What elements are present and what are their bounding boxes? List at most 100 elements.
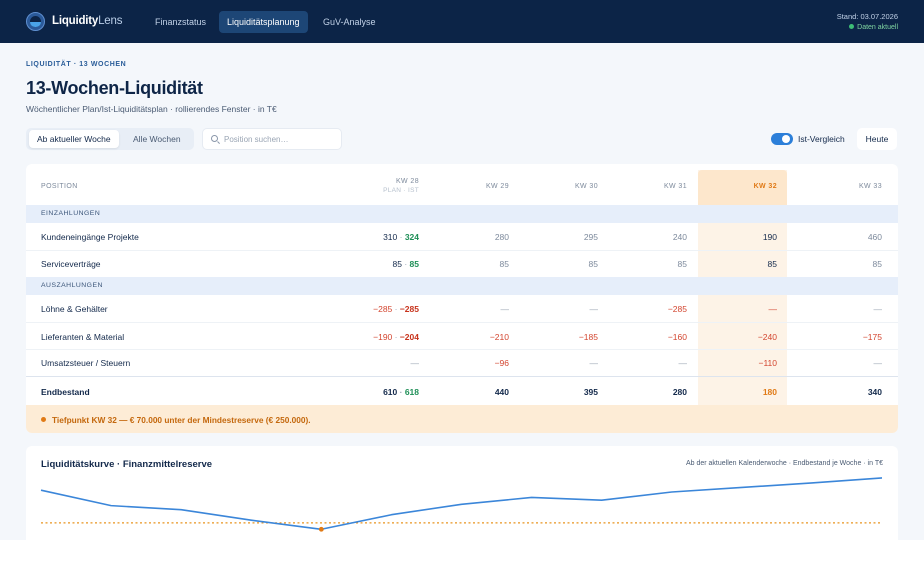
week-range-segmented-control: Ab aktueller Woche Alle Wochen xyxy=(26,128,194,150)
cell-kw32: 85 xyxy=(767,259,777,269)
row-divider xyxy=(26,322,898,323)
brand-name[interactable]: LiquidityLens xyxy=(52,15,122,27)
cell-kw30: 395 xyxy=(583,387,598,397)
row-label: Umsatzsteuer / Steuern xyxy=(41,358,131,368)
column-header-kw29[interactable]: KW 29 xyxy=(485,183,509,190)
nav-liquiditaetsplanung[interactable]: Liquiditätsplanung xyxy=(219,11,308,33)
section-einzahlungen: EINZAHLUNGEN xyxy=(26,205,898,223)
cell-kw29: — xyxy=(500,304,510,314)
table-row-kundeneingaenge[interactable]: Kundeneingänge Projekte 310 · 324 280 29… xyxy=(26,223,898,250)
plan-ist-separator: · xyxy=(397,232,405,242)
ist-vergleich-label: Ist-Vergleich xyxy=(798,134,845,144)
low-point-marker[interactable] xyxy=(318,526,324,532)
cell-kw32: −110 xyxy=(758,358,777,368)
plan-value: 610 xyxy=(383,387,398,397)
column-header-kw30[interactable]: KW 30 xyxy=(574,183,598,190)
table-row-servicevertraege[interactable]: Serviceverträge 85 · 85 85 85 85 85 85 xyxy=(26,251,898,277)
plan-ist-separator: · xyxy=(392,304,400,314)
main-content: LIQUIDITÄT · 13 WOCHEN 13-Wochen-Liquidi… xyxy=(0,43,924,540)
table-row-loehne-gehaelter[interactable]: Löhne & Gehälter −285 · −285 — — −285 — … xyxy=(26,295,898,322)
cell-kw28: — xyxy=(410,358,420,368)
row-divider xyxy=(26,250,898,251)
data-status-text: Daten aktuell xyxy=(857,24,898,31)
status-dot-icon xyxy=(849,24,855,29)
cell-kw29: −96 xyxy=(494,358,509,368)
data-status-indicator: Daten aktuell xyxy=(849,24,898,31)
cell-kw32: — xyxy=(768,304,778,314)
cell-kw28-plan-ist: −190 · −204 xyxy=(339,332,419,342)
seg-alle-wochen[interactable]: Alle Wochen xyxy=(133,134,181,144)
page-title: 13-Wochen-Liquidität xyxy=(26,78,203,98)
row-divider xyxy=(26,349,898,350)
liquidity-table: POSITION KW 28 PLAN · IST KW 29 KW 30 KW… xyxy=(26,164,898,433)
cell-kw31: 85 xyxy=(677,259,687,269)
row-label: Löhne & Gehälter xyxy=(41,304,108,314)
brand-name-light: Lens xyxy=(98,15,123,27)
page-subtitle: Wöchentlicher Plan/Ist-Liquiditätsplan ·… xyxy=(26,104,277,114)
chart-note: Ab der aktuellen Kalenderwoche · Endbest… xyxy=(685,460,883,467)
data-date-stamp: Stand: 03.07.2026 xyxy=(836,12,898,21)
row-label: Endbestand xyxy=(41,387,90,397)
search-icon xyxy=(211,135,218,142)
ist-value: 618 xyxy=(404,387,419,397)
position-search-input[interactable] xyxy=(224,132,336,146)
row-label: Serviceverträge xyxy=(41,259,101,269)
nav-guv-analyse[interactable]: GuV-Analyse xyxy=(323,17,376,27)
nav-finanzstatus[interactable]: Finanzstatus xyxy=(155,17,207,27)
plan-value: 85 xyxy=(392,259,402,269)
liquiditylens-logo-icon xyxy=(26,12,45,31)
liquidity-chart-card: Liquiditätskurve · Finanzmittelreserve A… xyxy=(26,446,898,540)
alert-dot-icon xyxy=(41,417,46,422)
ist-value: −204 xyxy=(399,332,419,342)
table-row-lieferanten-material[interactable]: Lieferanten & Material −190 · −204 −210 … xyxy=(26,323,898,349)
chart-title: Liquiditätskurve · Finanzmittelreserve xyxy=(41,459,213,470)
ist-value: −285 xyxy=(399,304,419,314)
row-label: Kundeneingänge Projekte xyxy=(41,232,139,242)
column-header-kw28-sub: PLAN · IST xyxy=(383,187,419,194)
cell-kw33: 460 xyxy=(867,232,882,242)
cell-kw30: 85 xyxy=(588,259,598,269)
cell-kw29: 280 xyxy=(494,232,509,242)
column-header-kw28[interactable]: KW 28 xyxy=(395,178,419,185)
column-header-kw32[interactable]: KW 32 xyxy=(753,183,777,190)
liquidity-series-line xyxy=(40,477,883,531)
cell-kw33: 85 xyxy=(872,259,882,269)
column-header-position: POSITION xyxy=(41,183,78,190)
ist-vergleich-toggle[interactable] xyxy=(771,133,793,145)
cell-kw33: — xyxy=(873,304,883,314)
alert-text: Tiefpunkt KW 32 — € 70.000 unter der Min… xyxy=(52,415,311,425)
row-label: Lieferanten & Material xyxy=(41,332,125,342)
reserve-alert-banner: Tiefpunkt KW 32 — € 70.000 unter der Min… xyxy=(26,405,898,433)
cell-kw28-plan-ist: 310 · 324 xyxy=(339,232,419,242)
plan-ist-separator: · xyxy=(397,387,405,397)
row-divider xyxy=(26,376,898,377)
cell-kw32: 180 xyxy=(762,387,777,397)
cell-kw30: −185 xyxy=(578,332,598,342)
cell-kw31: 240 xyxy=(672,232,687,242)
cell-kw30: 295 xyxy=(583,232,598,242)
plan-value: −285 xyxy=(373,304,393,314)
top-navigation-bar: LiquidityLens Finanzstatus Liquiditätspl… xyxy=(0,0,924,43)
cell-kw31: 280 xyxy=(672,387,687,397)
heute-button[interactable]: Heute xyxy=(857,128,897,150)
table-row-endbestand[interactable]: Endbestand 610 · 618 440 395 280 180 340 xyxy=(26,377,898,405)
plan-value: −190 xyxy=(373,332,393,342)
plan-ist-separator: · xyxy=(401,259,410,269)
cell-kw33: −175 xyxy=(862,332,882,342)
cell-kw29: 85 xyxy=(499,259,509,269)
table-row-umsatzsteuer[interactable]: Umsatzsteuer / Steuern — −96 — — −110 — xyxy=(26,350,898,376)
cell-kw28-plan-ist: 85 · 85 xyxy=(339,259,420,269)
cell-kw32: 190 xyxy=(762,232,777,242)
cell-kw31: −160 xyxy=(667,332,687,342)
seg-ab-aktueller-woche[interactable]: Ab aktueller Woche xyxy=(29,130,119,148)
cell-kw28-plan-ist: 610 · 618 xyxy=(339,387,419,397)
liquidity-line-chart xyxy=(40,477,883,532)
section-label: AUSZAHLUNGEN xyxy=(41,282,103,289)
plan-value: 310 xyxy=(383,232,398,242)
plan-ist-separator: · xyxy=(392,332,400,342)
cell-kw33: — xyxy=(873,358,883,368)
column-header-kw31[interactable]: KW 31 xyxy=(663,183,687,190)
column-header-kw33[interactable]: KW 33 xyxy=(858,183,882,190)
section-auszahlungen: AUSZAHLUNGEN xyxy=(26,277,898,295)
brand-name-bold: Liquidity xyxy=(52,15,99,27)
